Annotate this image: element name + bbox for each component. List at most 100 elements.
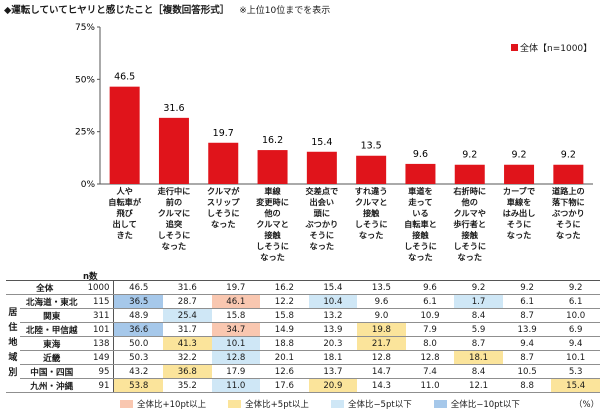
table-cell: 12.8 [211, 350, 261, 365]
table-cell: 9.4 [551, 336, 600, 351]
table-cell: 43.2 [113, 364, 163, 379]
table-cell: 13.2 [308, 308, 358, 323]
bar [158, 117, 189, 184]
table-cell: 8.0 [405, 336, 455, 351]
row-n: 91 [83, 378, 115, 393]
table-cell: 46.1 [211, 294, 261, 309]
table-cell: 46.5 [113, 280, 163, 295]
highlight-swatch [120, 400, 133, 408]
legend-swatch [511, 44, 518, 51]
table-cell: 5.3 [551, 364, 600, 379]
highlight-swatch [433, 400, 447, 408]
table-cell: 10.1 [551, 350, 600, 365]
table-row: 近畿 149 50.3 32.2 12.8 20.1 18.1 12.8 12.8 18.1 8.7… [6, 350, 600, 365]
bar-value-label: 9.2 [462, 150, 477, 161]
category-label-text: 走行中に 前の クルマに 追突 しそうに なった [157, 186, 191, 251]
table-row: 中国・四国 95 43.2 36.8 17.9 12.6 13.7 14.7 7.4 8.4 10.… [6, 364, 600, 379]
bar [454, 164, 485, 184]
category-label-text: 人や 自転車が 飛び 出して きた [108, 186, 142, 240]
crosstab-table: 全体 1000 46.5 31.6 19.7 16.2 15.4 13.5 9.6 9.2 9.2 9… [6, 280, 600, 393]
category-label: 車線 変更時に 他の クルマと 接触 しそうに なった [248, 186, 297, 262]
table-cell: 13.5 [357, 280, 406, 295]
bar [553, 164, 584, 184]
group-label-char: 居 [8, 308, 18, 318]
bar-value-label: 19.7 [213, 128, 234, 139]
highlight-label: 全体比−10pt以下 [450, 400, 520, 410]
category-label-text: カーブで 車線を はみ出し そうに なった [502, 186, 536, 240]
table-cell: 11.0 [211, 378, 261, 393]
table-cell: 12.8 [405, 350, 455, 365]
chart-title: ◆運転していてヒヤリと感じたこと［複数回答形式］ ※上位10位までを表示 [4, 2, 330, 16]
row-n: 95 [83, 364, 115, 379]
table-cell: 7.4 [405, 364, 455, 379]
title-note: ※上位10位までを表示 [239, 6, 331, 16]
table-cell: 14.7 [357, 364, 406, 379]
table-cell: 9.0 [357, 308, 406, 323]
bar-value-label: 31.6 [163, 103, 184, 114]
table-cell: 15.8 [260, 308, 309, 323]
row-name: 中国・四国 [19, 364, 84, 379]
table-cell: 17.9 [211, 364, 261, 379]
highlight-legend-item: 全体比+10pt以上 [120, 398, 206, 410]
group-label-char: 住 [8, 323, 18, 333]
table-cell: 10.4 [308, 294, 358, 309]
table-cell: 6.1 [502, 294, 552, 309]
table-cell: 6.9 [551, 322, 600, 337]
table-cell: 53.8 [113, 378, 163, 393]
row-name: 関東 [19, 308, 84, 323]
category-label: 走行中に 前の クルマに 追突 しそうに なった [149, 186, 198, 252]
category-label-text: クルマが スリップ しそうに なった [206, 186, 240, 229]
category-label-text: 道路上の 落下物に ぶつかり そうに なった [551, 186, 585, 240]
table-cell: 12.6 [260, 364, 309, 379]
y-tick-label: 75% [75, 23, 95, 33]
title-text: ◆運転していてヒヤリと感じたこと［複数回答形式］ [4, 5, 230, 16]
table-cell: 28.7 [163, 294, 212, 309]
bar [405, 163, 436, 184]
table-cell: 50.3 [113, 350, 163, 365]
table-cell: 32.2 [163, 350, 212, 365]
bar-value-label: 9.6 [413, 149, 428, 160]
row-name: 九州・沖縄 [19, 378, 84, 393]
table-cell: 20.3 [308, 336, 358, 351]
table-cell: 21.7 [357, 336, 406, 351]
table-cell: 19.7 [211, 280, 261, 295]
table-cell: 34.7 [211, 322, 261, 337]
bar-value-label: 13.5 [361, 141, 382, 152]
table-cell: 7.9 [405, 322, 455, 337]
table-cell: 15.4 [308, 280, 358, 295]
table-cell: 8.4 [454, 308, 503, 323]
highlight-legend-item: 全体比−5pt以下 [330, 398, 412, 410]
bar [257, 150, 288, 184]
group-label: 居住地域別 [6, 294, 20, 393]
table-cell: 14.9 [260, 322, 309, 337]
highlight-swatch [228, 400, 242, 408]
category-label: 右折時に 他の クルマや 歩行者と 接触 しそうに なった [445, 186, 494, 262]
table-cell: 18.1 [454, 350, 503, 365]
table-cell: 35.2 [163, 378, 212, 393]
table-cell: 18.1 [308, 350, 358, 365]
category-label: 人や 自転車が 飛び 出して きた [100, 186, 149, 252]
bar-chart: 0% 25% 50% 75% 46.5 31.6 19.7 16.2 15.4 13.5 9.6 9.… [75, 23, 593, 190]
table-cell: 13.7 [308, 364, 358, 379]
bar-value-label: 46.5 [114, 72, 135, 83]
table-cell: 41.3 [163, 336, 212, 351]
table-cell: 8.8 [502, 378, 552, 393]
bar [504, 164, 535, 184]
table-cell: 6.1 [405, 294, 455, 309]
table-cell: 8.7 [502, 350, 552, 365]
category-label: 車道を 走って いる 自転車と 接触 しそうに なった [396, 186, 445, 262]
group-label-char: 地 [8, 338, 18, 348]
table-cell: 6.1 [551, 294, 600, 309]
group-label-char: 別 [8, 368, 18, 378]
table-cell: 9.4 [502, 336, 552, 351]
category-label: 道路上の 落下物に ぶつかり そうに なった [544, 186, 593, 252]
highlight-legend-item: 全体比−10pt以下 [433, 398, 520, 410]
row-n: 115 [83, 294, 115, 309]
table-cell: 16.2 [260, 280, 309, 295]
category-label: 交差点で 出会い 頭に ぶつかり そうに なった [297, 186, 346, 252]
y-tick-label: 25% [75, 128, 95, 138]
table-cell: 25.4 [163, 308, 212, 323]
category-label-text: 車道を 走って いる 自転車と 接触 しそうに なった [404, 186, 437, 262]
table-cell: 9.2 [502, 280, 552, 295]
row-name: 近畿 [19, 350, 84, 365]
